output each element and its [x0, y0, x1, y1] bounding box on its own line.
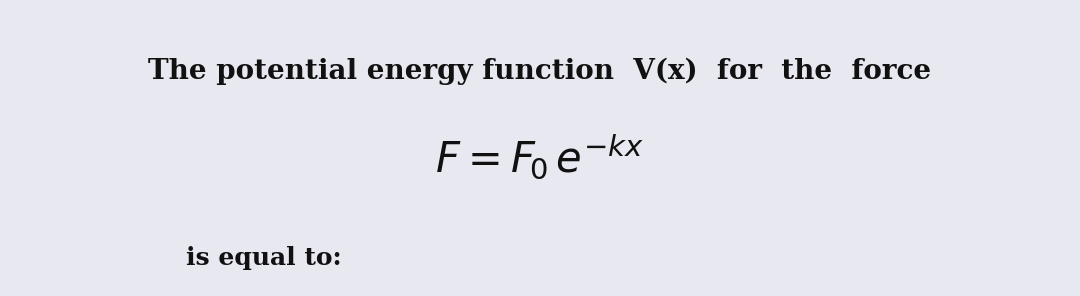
Text: is equal to:: is equal to:	[186, 245, 341, 270]
Text: $\mathit{F} = \mathit{F}_{\!\mathit{0}}\,\mathit{e}^{-\mathit{kx}}$: $\mathit{F} = \mathit{F}_{\!\mathit{0}}\…	[435, 132, 645, 181]
Text: The potential energy function  V(x)  for  the  force: The potential energy function V(x) for t…	[148, 57, 932, 85]
